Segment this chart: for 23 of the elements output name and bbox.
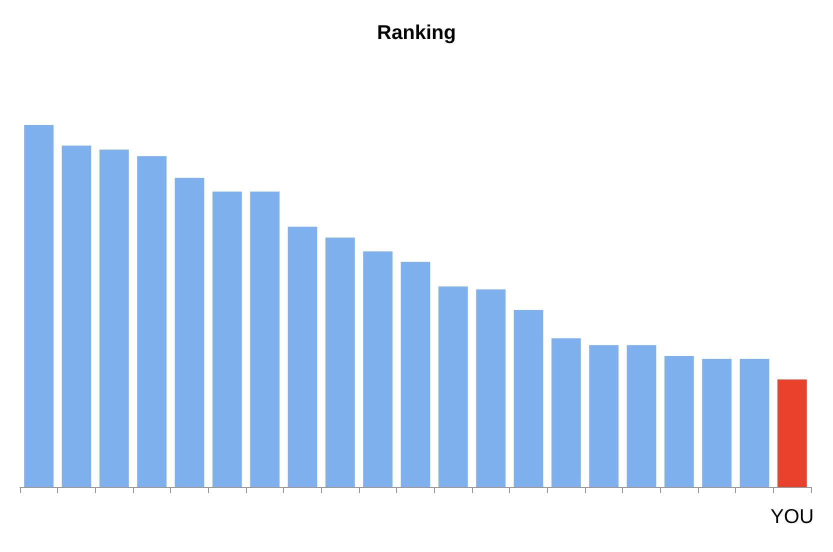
bar — [24, 125, 54, 487]
bar — [174, 178, 204, 487]
bar — [212, 192, 242, 487]
bar — [626, 345, 656, 487]
bar — [740, 358, 770, 487]
bar — [514, 310, 544, 487]
bar — [777, 379, 807, 487]
bar — [476, 289, 506, 487]
bar — [551, 338, 581, 487]
bar — [589, 345, 619, 487]
chart-title: Ranking — [377, 22, 456, 44]
bar — [438, 286, 468, 487]
bar — [400, 262, 430, 487]
bar — [664, 356, 694, 487]
bar — [99, 150, 129, 487]
x-tick-label: YOU — [770, 506, 814, 528]
bar — [702, 358, 732, 487]
bar — [325, 238, 355, 487]
bar — [363, 251, 393, 487]
bar — [288, 226, 318, 487]
bar — [250, 192, 280, 487]
bar — [62, 146, 92, 487]
bar — [137, 156, 167, 487]
